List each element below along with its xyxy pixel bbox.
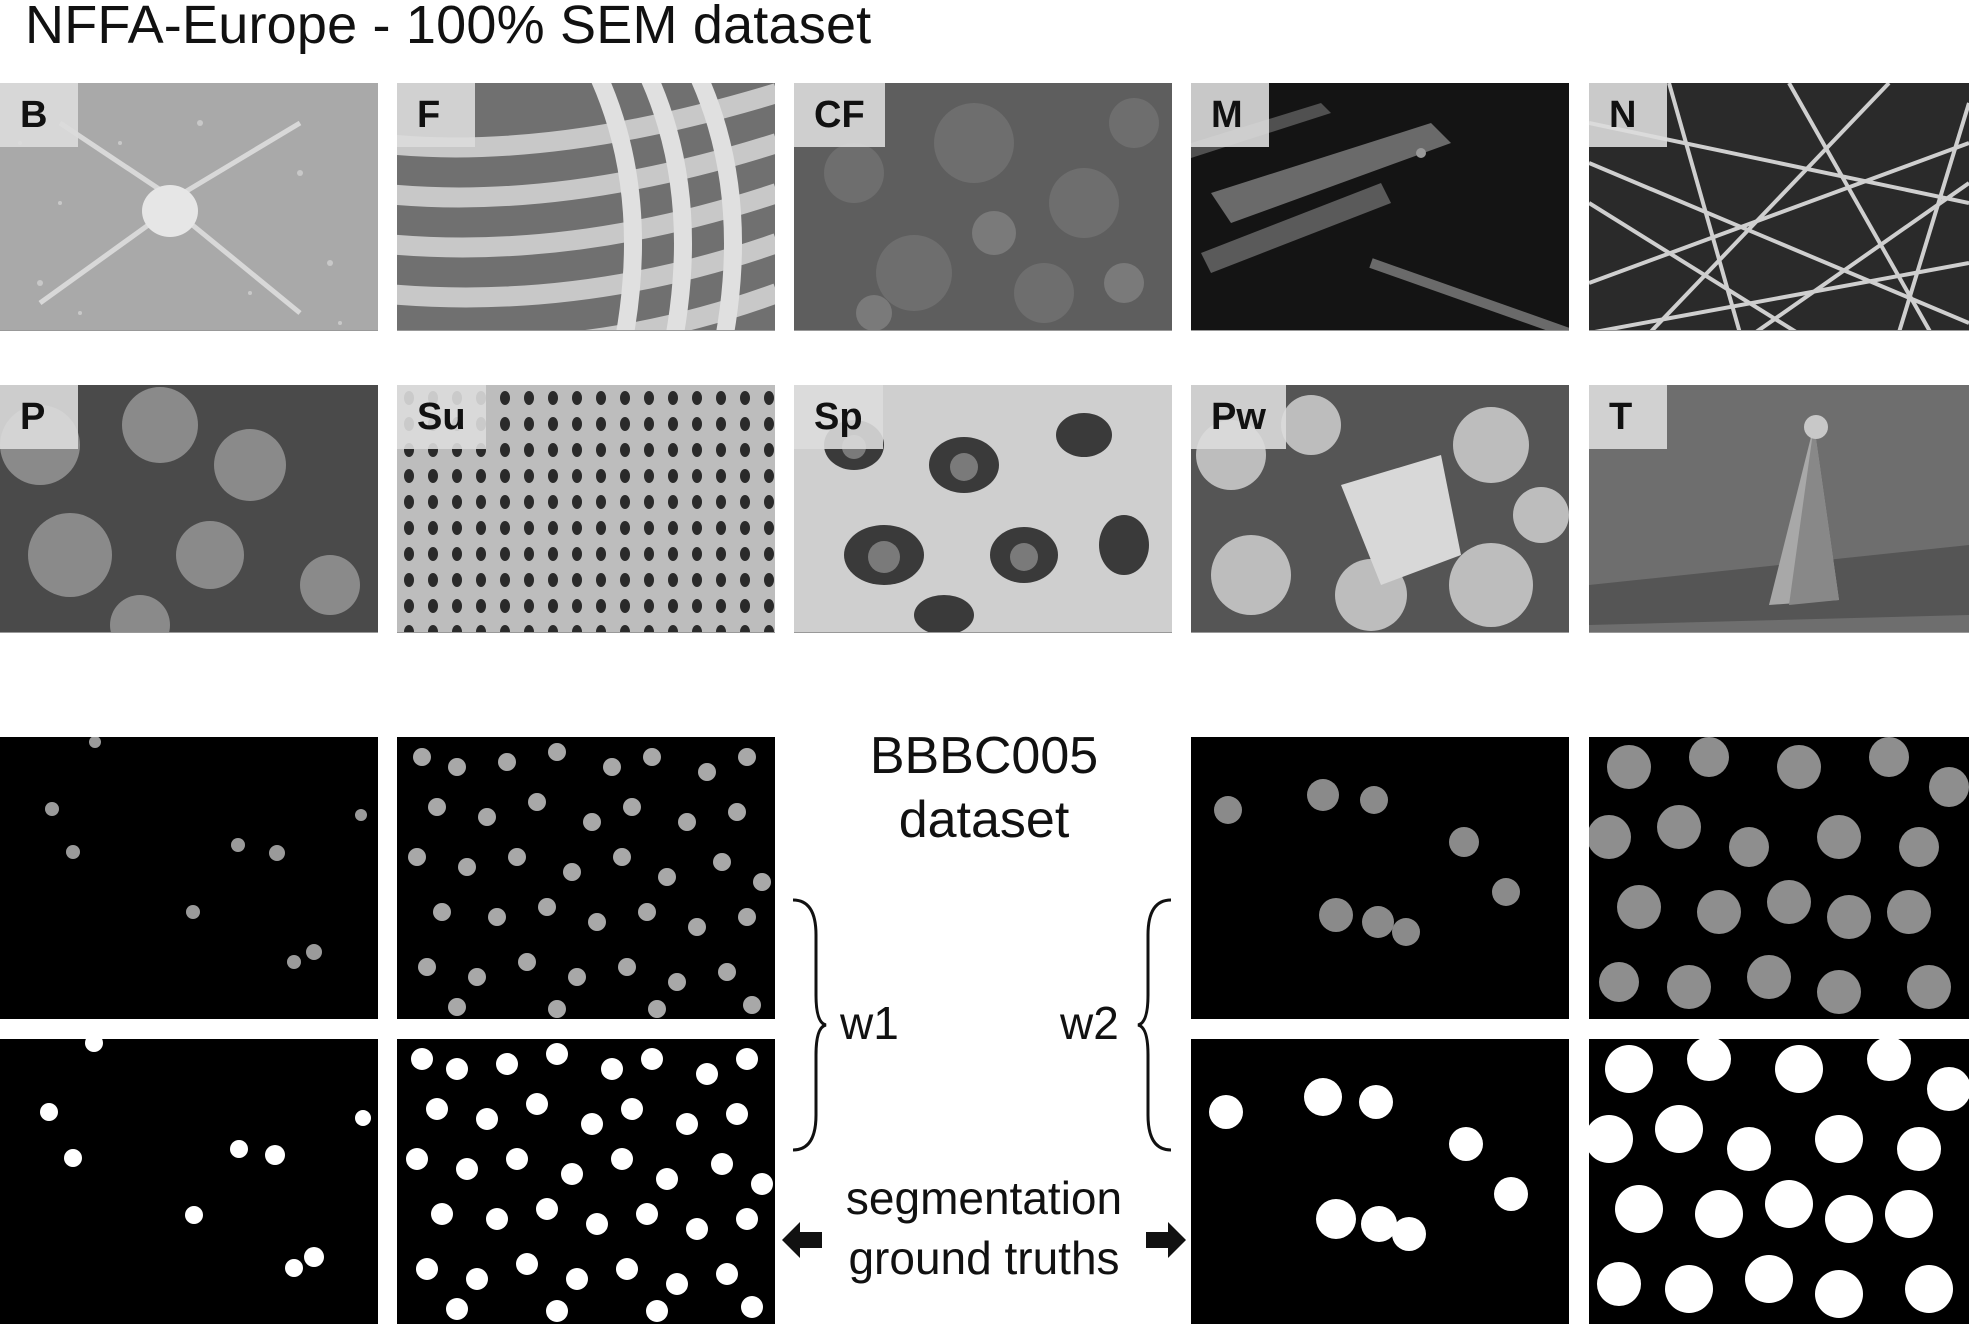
cell-image [1589, 737, 1969, 1014]
sem-panel-label: CF [794, 83, 885, 147]
mask-image [1209, 1078, 1528, 1251]
bbbc-w1-sparse [0, 737, 378, 1019]
sem-info-bar [1191, 330, 1569, 365]
sem-image-tip [1589, 385, 1969, 667]
sem-panel-label: Sp [794, 385, 883, 449]
w1-label: w1 [840, 997, 899, 1049]
sem-info-bar [397, 632, 775, 667]
sem-panel-label: Pw [1191, 385, 1286, 449]
sem-info-bar [1589, 330, 1969, 365]
sem-panel-pw: Pw [1191, 385, 1569, 667]
sem-panel-label: Su [397, 385, 486, 449]
sem-info-bar [0, 330, 378, 365]
right-arrow-icon [1146, 1222, 1186, 1258]
bbbc-w2-sparse [1191, 737, 1569, 1019]
w1-brace-icon [792, 898, 827, 1152]
w2-brace-icon [1137, 898, 1172, 1152]
sem-info-bar [1589, 632, 1969, 667]
bbbc-gt-sparse-2 [1191, 1039, 1569, 1324]
seg-line1: segmentation [845, 1172, 1123, 1224]
bbbc-title-line2: dataset [898, 791, 1070, 849]
bbbc-title-line1: BBBC005 [869, 727, 1099, 785]
sem-panel-f: F [397, 83, 775, 365]
cell-image [1214, 779, 1520, 946]
cell-image [45, 737, 367, 969]
sem-info-bar [1191, 632, 1569, 667]
sem-info-bar [794, 632, 1172, 667]
sem-panel-cf: CF [794, 83, 1172, 365]
sem-info-bar [794, 330, 1172, 365]
bbbc-w1-dense [397, 737, 775, 1019]
w2-label: w2 [1060, 997, 1119, 1049]
bbbc-gt-sparse-1 [0, 1039, 378, 1324]
sem-panel-sp: Sp [794, 385, 1172, 667]
sem-panel-label: N [1589, 83, 1667, 147]
figure-title: NFFA-Europe - 100% SEM dataset [25, 0, 872, 55]
bbbc-w2-dense [1589, 737, 1969, 1019]
sem-image-film [794, 83, 1172, 365]
cell-image [408, 743, 771, 1018]
bbbc-gt-dense-1 [397, 1039, 775, 1324]
bbbc-dataset-title: BBBC005 dataset [790, 724, 1178, 852]
sem-info-bar [397, 330, 775, 365]
seg-line2: ground truths [848, 1232, 1120, 1284]
sem-panel-m: M [1191, 83, 1569, 365]
sem-panel-label: M [1191, 83, 1269, 147]
sem-panel-label: B [0, 83, 78, 147]
mask-image [406, 1043, 773, 1322]
sem-panel-t: T [1589, 385, 1969, 667]
mask-image [1589, 1039, 1969, 1318]
sem-panel-label: T [1589, 385, 1667, 449]
sem-panel-su: Su [397, 385, 775, 667]
sem-panel-b: B [0, 83, 378, 365]
bbbc-gt-dense-2 [1589, 1039, 1969, 1324]
sem-panel-label: P [0, 385, 78, 449]
sem-panel-p: P [0, 385, 378, 667]
sem-info-bar [0, 632, 378, 667]
sem-panel-label: F [397, 83, 475, 147]
left-arrow-icon [782, 1222, 822, 1258]
mask-image [40, 1039, 371, 1277]
segmentation-ground-truths-label: segmentation ground truths [790, 1168, 1178, 1288]
sem-panel-n: N [1589, 83, 1969, 365]
